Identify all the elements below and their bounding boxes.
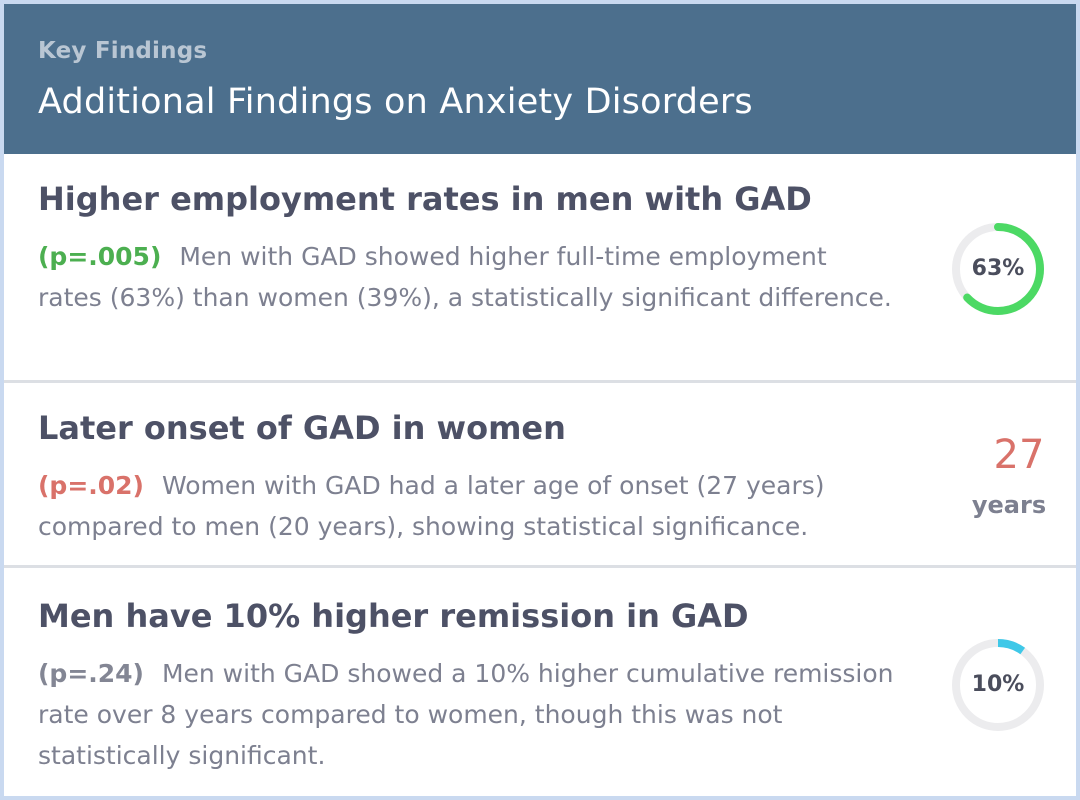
finding-onset: Later onset of GAD in women (p=.02) Wome…: [4, 409, 1076, 547]
ring-percent-label: 63%: [971, 256, 1025, 281]
onset-age-unit: years: [971, 491, 1047, 519]
card-header: Key Findings Additional Findings on Anxi…: [4, 4, 1076, 154]
p-value-label: (p=.02): [38, 471, 144, 500]
p-value-label: (p=.24): [38, 659, 144, 688]
finding-text: Men with GAD showed higher full-time emp…: [38, 242, 892, 312]
finding-description: (p=.24) Men with GAD showed a 10% higher…: [38, 653, 898, 776]
findings-card: Key Findings Additional Findings on Anxi…: [4, 4, 1076, 796]
progress-ring-graphic: [952, 223, 1044, 315]
finding-title: Later onset of GAD in women: [38, 409, 566, 447]
finding-employment: Higher employment rates in men with GAD …: [4, 180, 1076, 318]
section-divider: [4, 565, 1076, 568]
finding-title: Higher employment rates in men with GAD: [38, 180, 812, 218]
section-divider: [4, 380, 1076, 383]
ring-percent-label: 10%: [971, 672, 1025, 697]
onset-age-value: 27: [993, 432, 1045, 478]
section-eyebrow: Key Findings: [38, 38, 208, 64]
p-value-label: (p=.005): [38, 242, 162, 271]
finding-remission: Men have 10% higher remission in GAD (p=…: [4, 597, 1076, 776]
progress-ring-graphic: [952, 639, 1044, 731]
finding-description: (p=.02) Women with GAD had a later age o…: [38, 465, 898, 547]
page-title: Additional Findings on Anxiety Disorders: [38, 82, 753, 122]
employment-progress-ring: 63%: [949, 220, 1047, 318]
remission-progress-ring: 10%: [949, 636, 1047, 734]
finding-title: Men have 10% higher remission in GAD: [38, 597, 749, 635]
finding-text: Men with GAD showed a 10% higher cumulat…: [38, 659, 894, 770]
finding-description: (p=.005) Men with GAD showed higher full…: [38, 236, 898, 318]
finding-text: Women with GAD had a later age of onset …: [38, 471, 825, 541]
